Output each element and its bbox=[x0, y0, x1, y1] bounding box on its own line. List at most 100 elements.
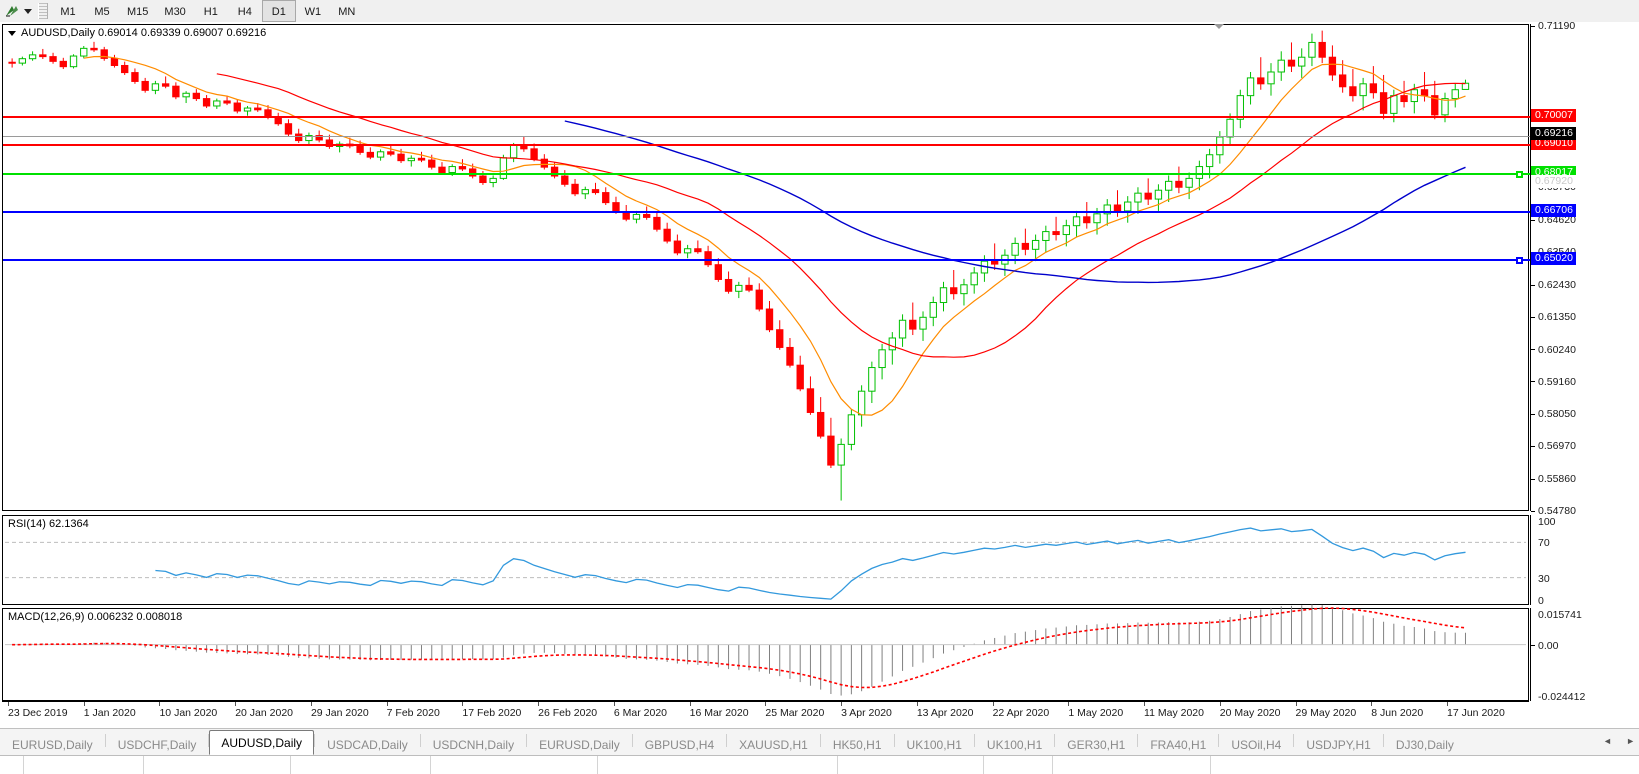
symbol-tab-eurusd-daily[interactable]: EURUSD,Daily bbox=[12, 738, 93, 752]
timeframe-button-h1[interactable]: H1 bbox=[203, 6, 218, 18]
tab-divider bbox=[419, 733, 421, 747]
rsi-indicator-panel[interactable]: RSI(14) 62.1364 bbox=[2, 515, 1529, 605]
level-handle-support-blue-lower[interactable] bbox=[1516, 257, 1523, 264]
macd-axis-tick: -0.024412 bbox=[1531, 691, 1585, 703]
date-axis-label: 10 Jan 2020 bbox=[159, 707, 218, 719]
macd-axis-tick: 0.015741 bbox=[1531, 609, 1582, 621]
timeframe-button-m30[interactable]: M30 bbox=[164, 6, 186, 18]
symbol-tab-ger30-h1[interactable]: GER30,H1 bbox=[1067, 738, 1126, 752]
macd-axis[interactable]: 0.015741 0.00 -0.024412 bbox=[1531, 608, 1639, 703]
date-axis-tick bbox=[1371, 702, 1373, 706]
crosshair-cursor-icon[interactable] bbox=[2, 1, 22, 21]
symbol-tab-audusd-daily[interactable]: AUDUSD,Daily bbox=[209, 730, 315, 755]
symbol-tab-eurusd-daily[interactable]: EURUSD,Daily bbox=[539, 738, 620, 752]
symbol-tab-hk50-h1[interactable]: HK50,H1 bbox=[832, 738, 882, 752]
date-axis[interactable]: 23 Dec 2019 1 Jan 2020 10 Jan 2020 20 Jan 2… bbox=[2, 701, 1529, 725]
macd-indicator-panel[interactable]: MACD(12,26,9) 0.006232 0.008018 bbox=[2, 604, 1529, 701]
macd-axis-tick-label: 0.00 bbox=[1538, 639, 1559, 652]
chart-area[interactable]: AUDUSD,Daily 0.69014 0.69339 0.69007 0.6… bbox=[0, 20, 1639, 728]
date-axis-label: 11 May 2020 bbox=[1144, 707, 1204, 719]
date-axis-tick bbox=[1144, 702, 1146, 706]
tab-divider bbox=[973, 733, 975, 747]
price-axis-tick bbox=[1531, 84, 1538, 96]
price-candles-layer bbox=[8, 30, 1470, 501]
crosshair-marker bbox=[1214, 24, 1224, 29]
rsi-axis-tick: 70 bbox=[1531, 537, 1550, 549]
price-axis-tick bbox=[1531, 149, 1538, 161]
rsi-axis[interactable]: 100 70 30 0 bbox=[1531, 515, 1639, 607]
tab-scroll-prev-icon[interactable]: ◄ bbox=[1603, 736, 1612, 746]
price-axis-tick-label: 0.71190 bbox=[1538, 20, 1576, 32]
timeframe-button-group: M1 M5 M15 M30 H1 H4 D1 W1 MN bbox=[51, 0, 364, 22]
date-axis-tick bbox=[1295, 702, 1297, 706]
timeframe-button-m1[interactable]: M1 bbox=[60, 6, 76, 18]
timeframe-button-h4[interactable]: H4 bbox=[237, 6, 252, 18]
price-axis-tick: 0.59160 bbox=[1531, 376, 1576, 388]
rsi-axis-tick-label: 100 bbox=[1538, 516, 1556, 528]
date-axis-label: 17 Feb 2020 bbox=[462, 707, 522, 719]
symbol-tab-uk100-h1[interactable]: UK100,H1 bbox=[906, 738, 962, 752]
tab-divider bbox=[1293, 733, 1295, 747]
date-axis-label: 20 May 2020 bbox=[1219, 707, 1281, 719]
chevron-down-icon[interactable] bbox=[22, 1, 34, 21]
date-axis-tick bbox=[689, 702, 691, 706]
level-line-resistance-red-upper[interactable] bbox=[3, 116, 1530, 118]
price-axis-tick: 0.55860 bbox=[1531, 473, 1576, 485]
rsi-axis-tick-label: 0 bbox=[1538, 595, 1544, 607]
level-line-support-green[interactable] bbox=[3, 173, 1530, 175]
tab-scroll-controls[interactable]: ◄ ► bbox=[1603, 733, 1635, 749]
price-axis-tick: 0.61350 bbox=[1531, 311, 1576, 323]
date-axis-tick bbox=[462, 702, 464, 706]
timeframe-button-m5[interactable]: M5 bbox=[94, 6, 110, 18]
price-chart-panel[interactable]: AUDUSD,Daily 0.69014 0.69339 0.69007 0.6… bbox=[2, 24, 1530, 511]
level-line-support-blue-upper[interactable] bbox=[3, 211, 1530, 213]
symbol-tab-dj30-daily[interactable]: DJ30,Daily bbox=[1395, 738, 1454, 752]
symbol-tab-uk100-h1[interactable]: UK100,H1 bbox=[986, 738, 1043, 752]
price-axis-tick-label: 0.55860 bbox=[1538, 473, 1576, 486]
rsi-axis-tick: 30 bbox=[1531, 573, 1550, 585]
symbol-tab-usoil-h4[interactable]: USOil,H4 bbox=[1231, 738, 1282, 752]
rsi-axis-tick: 100 bbox=[1531, 516, 1556, 528]
symbol-tab-fra40-h1[interactable]: FRA40,H1 bbox=[1150, 738, 1207, 752]
price-axis-tick: 0.56970 bbox=[1531, 440, 1576, 452]
rsi-axis-tick-label: 30 bbox=[1538, 572, 1550, 585]
timeframe-button-mn[interactable]: MN bbox=[338, 6, 356, 18]
timeframe-button-m15[interactable]: M15 bbox=[127, 6, 149, 18]
tab-divider bbox=[726, 733, 728, 747]
symbol-tab-usdchf-daily[interactable]: USDCHF,Daily bbox=[117, 738, 197, 752]
price-axis[interactable]: 0.711900.657300.646200.635400.624300.613… bbox=[1531, 20, 1639, 517]
price-axis-tick: 0.60240 bbox=[1531, 344, 1576, 356]
symbol-tab-usdcnh-daily[interactable]: USDCNH,Daily bbox=[432, 738, 515, 752]
symbol-tab-usdcad-daily[interactable]: USDCAD,Daily bbox=[327, 738, 408, 752]
level-handle-support-green[interactable] bbox=[1516, 171, 1523, 178]
symbol-tab-xauusd-h1[interactable]: XAUUSD,H1 bbox=[739, 738, 808, 752]
timeframe-button-w1[interactable]: W1 bbox=[304, 6, 322, 18]
level-line-resistance-red-lower[interactable] bbox=[3, 144, 1530, 146]
symbol-tab-gbpusd-h4[interactable]: GBPUSD,H4 bbox=[644, 738, 715, 752]
symbol-tabs: EURUSD,Daily USDCHF,Daily AUDUSD,Daily USDC… bbox=[0, 729, 1601, 755]
date-axis-tick bbox=[8, 702, 9, 706]
date-axis-tick bbox=[1068, 702, 1070, 706]
date-axis-tick bbox=[159, 702, 161, 706]
price-axis-tick-label: 0.59160 bbox=[1538, 375, 1576, 388]
price-axis-rule bbox=[1530, 24, 1531, 511]
date-axis-tick bbox=[916, 702, 918, 706]
rsi-axis-tick-label: 70 bbox=[1538, 537, 1550, 550]
collapse-triangle-icon[interactable] bbox=[8, 30, 16, 36]
level-line-support-blue-lower[interactable] bbox=[3, 259, 1530, 261]
price-axis-tick-label: 0.58050 bbox=[1538, 408, 1576, 421]
date-axis-tick bbox=[613, 702, 615, 706]
date-axis-label: 22 Apr 2020 bbox=[992, 707, 1050, 719]
timeframe-button-d1[interactable]: D1 bbox=[261, 0, 296, 22]
tab-divider bbox=[208, 733, 210, 747]
toolbar-grip[interactable] bbox=[38, 3, 48, 19]
tab-scroll-next-icon[interactable]: ► bbox=[1626, 736, 1635, 746]
date-axis-tick bbox=[841, 702, 843, 706]
date-axis-label: 20 Jan 2020 bbox=[235, 707, 294, 719]
price-axis-tick: 0.71190 bbox=[1531, 20, 1575, 32]
date-axis-label: 7 Feb 2020 bbox=[386, 707, 440, 719]
date-axis-tick bbox=[83, 702, 85, 706]
macd-axis-tick-label: 0.015741 bbox=[1538, 609, 1582, 621]
symbol-tab-usdjpy-h1[interactable]: USDJPY,H1 bbox=[1306, 738, 1371, 752]
